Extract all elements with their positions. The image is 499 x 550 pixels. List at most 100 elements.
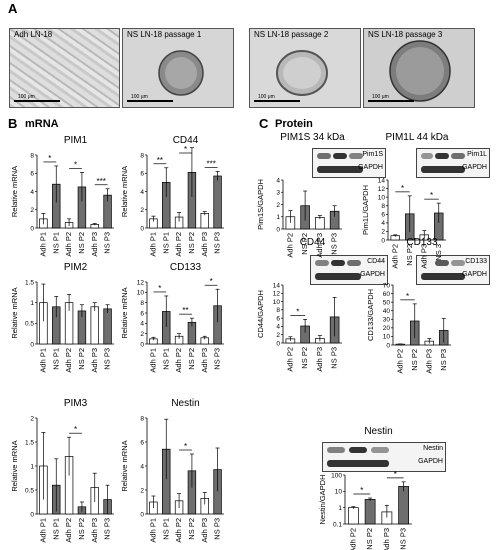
- blot-label: Nestin: [423, 445, 443, 452]
- y-tick-label: 2: [140, 331, 144, 338]
- y-axis-label: CD44/GAPDH: [256, 290, 265, 338]
- x-tick-label: NS P1: [51, 518, 60, 540]
- western-blot-pim1s: Pim1S GAPDH: [312, 148, 386, 178]
- blot-label: GAPDH: [462, 271, 487, 278]
- y-tick-label: 1.5: [25, 279, 34, 286]
- y-tick-label: 30: [383, 317, 391, 324]
- micrograph-label: Adh LN-18: [14, 30, 53, 39]
- micrograph-ns-passage-1: NS LN-18 passage 1 100 μm: [122, 28, 234, 108]
- x-tick-label: Adh P3: [90, 518, 99, 543]
- chart-title: Nestin: [364, 426, 392, 437]
- significance-label: *: [184, 145, 187, 154]
- bar: [213, 175, 222, 229]
- bar: [103, 308, 112, 345]
- western-blot-nestin: Nestin GAPDH: [322, 442, 446, 472]
- micrograph-label: NS LN-18 passage 2: [254, 30, 329, 39]
- y-tick-label: 10: [378, 194, 386, 201]
- x-tick-label: NS P3: [213, 518, 222, 540]
- y-tick-label: 2: [140, 207, 144, 214]
- panel-a-letter: A: [8, 1, 18, 16]
- scale-bar: [14, 100, 60, 102]
- x-tick-label: Adh P1: [38, 348, 47, 373]
- x-tick-label: Adh P3: [424, 349, 433, 374]
- x-tick-label: NS P2: [300, 233, 309, 255]
- x-tick-label: NS P3: [330, 347, 339, 369]
- scale-bar: [254, 100, 300, 102]
- y-tick-label: 8: [140, 152, 144, 159]
- x-tick-label: Adh P2: [348, 528, 357, 550]
- x-tick-label: Adh P1: [148, 348, 157, 373]
- scale-bar-label: 100 μm: [18, 94, 35, 100]
- x-tick-label: NS P3: [213, 348, 222, 370]
- chart-title: PIM3: [64, 398, 88, 409]
- scale-bar-label: 100 μm: [372, 94, 389, 100]
- panel-b-letter: B: [8, 116, 18, 131]
- chart-title: PIM1S 34 kDa: [280, 132, 345, 143]
- y-tick-label: 0: [30, 341, 34, 348]
- western-blot-pim1l: Pim1L GAPDH: [416, 148, 490, 178]
- y-tick-label: 6: [30, 171, 34, 178]
- y-tick-label: 1: [30, 300, 34, 307]
- y-tick-label: 12: [137, 279, 145, 286]
- y-axis-label: Pim1L/GAPDH: [361, 185, 370, 235]
- y-tick-label: 10: [335, 489, 343, 496]
- chart-title: Nestin: [171, 398, 199, 409]
- blot-label: GAPDH: [418, 458, 443, 465]
- blot-label: GAPDH: [462, 164, 487, 171]
- x-tick-label: NS 3: [434, 244, 443, 261]
- significance-label: ***: [206, 159, 215, 168]
- significance-label: *: [406, 292, 409, 301]
- y-tick-label: 50: [383, 299, 391, 306]
- y-tick-label: 14: [273, 282, 281, 289]
- y-tick-label: 4: [140, 189, 144, 196]
- y-tick-label: 8: [140, 415, 144, 422]
- y-tick-label: 10: [273, 299, 281, 306]
- blot-label: Pim1S: [362, 151, 383, 158]
- micrograph-label: NS LN-18 passage 3: [368, 30, 443, 39]
- neurosphere-shape: [158, 50, 204, 96]
- scale-bar: [127, 100, 173, 102]
- bar: [348, 507, 359, 525]
- significance-label: *: [158, 284, 161, 293]
- significance-label: *: [210, 277, 213, 286]
- chart-title: CD133: [406, 237, 438, 248]
- significance-label: *: [430, 191, 433, 200]
- y-tick-label: 0: [386, 342, 390, 349]
- y-tick-label: 0.5: [25, 321, 34, 328]
- y-axis-label: Pim1S/GAPDH: [256, 179, 265, 230]
- x-tick-label: Adh P3: [200, 232, 209, 257]
- chart-title: PIM2: [64, 262, 88, 273]
- micrograph-ns-passage-3: NS LN-18 passage 3 100 μm: [363, 28, 475, 108]
- chart-title: CD44: [300, 237, 326, 248]
- y-tick-label: 6: [140, 310, 144, 317]
- neurosphere-shape: [276, 50, 328, 96]
- x-tick-label: Adh P2: [64, 348, 73, 373]
- x-tick-label: NS P1: [161, 518, 170, 540]
- y-axis-label: Relative mRNA: [120, 287, 129, 338]
- y-tick-label: 2: [276, 332, 280, 339]
- y-tick-label: 0: [140, 341, 144, 348]
- x-tick-label: NS P1: [161, 348, 170, 370]
- significance-label: ***: [96, 177, 105, 186]
- y-tick-label: 0: [140, 225, 144, 232]
- y-tick-label: 6: [140, 439, 144, 446]
- panel-b-title: mRNA: [25, 118, 59, 130]
- y-tick-label: 8: [276, 307, 280, 314]
- y-tick-label: 0: [381, 237, 385, 244]
- y-tick-label: 0: [276, 226, 280, 233]
- x-tick-label: NS P1: [161, 232, 170, 254]
- y-tick-label: 3: [276, 190, 280, 197]
- x-tick-label: Adh P1: [148, 232, 157, 257]
- x-tick-label: NS P3: [439, 349, 448, 371]
- y-tick-label: 0: [30, 225, 34, 232]
- y-tick-label: 4: [140, 321, 144, 328]
- bar: [398, 486, 410, 525]
- micrograph-ns-passage-2: NS LN-18 passage 2 100 μm: [249, 28, 361, 108]
- micrograph-label: NS LN-18 passage 1: [127, 30, 202, 39]
- blot-label: GAPDH: [358, 164, 383, 171]
- y-tick-label: 0.5: [25, 487, 34, 494]
- y-tick-label: 2: [140, 487, 144, 494]
- x-tick-label: Adh P3: [90, 348, 99, 373]
- y-tick-label: 8: [30, 152, 34, 159]
- y-tick-label: 1: [276, 214, 280, 221]
